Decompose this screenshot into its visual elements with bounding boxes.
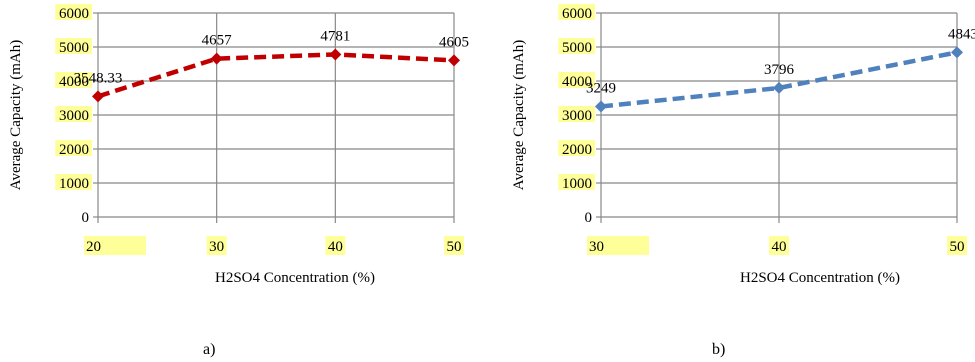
x-tick-label: 40	[772, 239, 787, 255]
y-tick-label: 2000	[562, 142, 592, 158]
data-point-marker	[329, 48, 342, 61]
y-tick-label: 5000	[59, 40, 89, 56]
data-label: 4781	[320, 28, 350, 44]
y-axis-title: Average Capacity (mAh)	[8, 40, 24, 191]
series-line	[97, 52, 455, 99]
data-point-marker	[92, 90, 104, 103]
data-point-marker	[210, 52, 223, 65]
y-tick-label: 6000	[59, 6, 89, 22]
data-point-marker	[951, 46, 963, 59]
x-tick-highlight	[587, 236, 649, 255]
x-tick-label: 50	[447, 239, 462, 255]
data-label: 3796	[764, 62, 795, 78]
x-tick-label: 40	[328, 239, 343, 255]
data-label: 4657	[202, 33, 233, 49]
x-tick-highlight	[947, 236, 967, 255]
chart-panel-a: 0 1000 2000 3000 4000 5000 6000 20 30 40 50 H2SO4 C…	[8, 4, 469, 358]
x-tick-highlight	[769, 236, 789, 255]
data-point-marker	[595, 100, 607, 113]
y-tick-label: 1000	[562, 176, 592, 192]
y-tick-highlight	[55, 4, 92, 20]
y-tick-label: 0	[82, 210, 90, 226]
data-point-marker	[448, 54, 460, 67]
y-tick-label: 4000	[562, 74, 592, 90]
y-tick-label: 4000	[59, 74, 89, 90]
y-tick-highlight	[558, 72, 595, 88]
data-label: 3548.33	[74, 70, 123, 86]
x-tick-label: 30	[589, 239, 604, 255]
y-tick-highlight	[55, 106, 92, 122]
panel-label: a)	[203, 341, 215, 358]
data-label: 3249	[586, 81, 616, 97]
y-tick-highlight	[55, 140, 92, 156]
x-axis-title: H2SO4 Concentration (%)	[740, 270, 900, 286]
x-tick-label: 30	[209, 239, 224, 255]
y-tick-label: 3000	[562, 108, 592, 124]
y-tick-highlight	[55, 72, 92, 88]
y-tick-label: 5000	[562, 40, 592, 56]
x-tick-label: 20	[86, 239, 101, 255]
y-tick-highlight	[558, 106, 595, 122]
y-tick-highlight	[558, 174, 595, 190]
y-tick-label: 3000	[59, 108, 89, 124]
x-tick-highlight	[206, 236, 227, 255]
y-tick-label: 6000	[562, 6, 592, 22]
x-tick-highlight	[84, 236, 146, 255]
panel-label: b)	[712, 341, 725, 358]
series-line	[600, 50, 958, 109]
y-tick-highlight	[55, 38, 92, 54]
y-tick-highlight	[558, 4, 595, 20]
x-tick-label: 50	[950, 239, 965, 255]
data-point-marker	[773, 81, 785, 94]
y-tick-label: 1000	[59, 176, 89, 192]
data-label: 4843	[948, 26, 975, 42]
y-tick-label: 2000	[59, 142, 89, 158]
x-tick-highlight	[325, 236, 346, 255]
x-axis-title: H2SO4 Concentration (%)	[215, 270, 375, 286]
y-tick-highlight	[558, 140, 595, 156]
y-axis-title: Average Capacity (mAh)	[511, 40, 527, 191]
chart-panel-b: 0 1000 2000 3000 4000 5000 6000 30 40 50 H2SO4 Con…	[511, 4, 975, 358]
y-tick-highlight	[558, 38, 595, 54]
y-tick-highlight	[55, 174, 92, 190]
data-label: 4605	[439, 34, 469, 50]
x-tick-highlight	[444, 236, 464, 255]
y-tick-label: 0	[585, 210, 593, 226]
